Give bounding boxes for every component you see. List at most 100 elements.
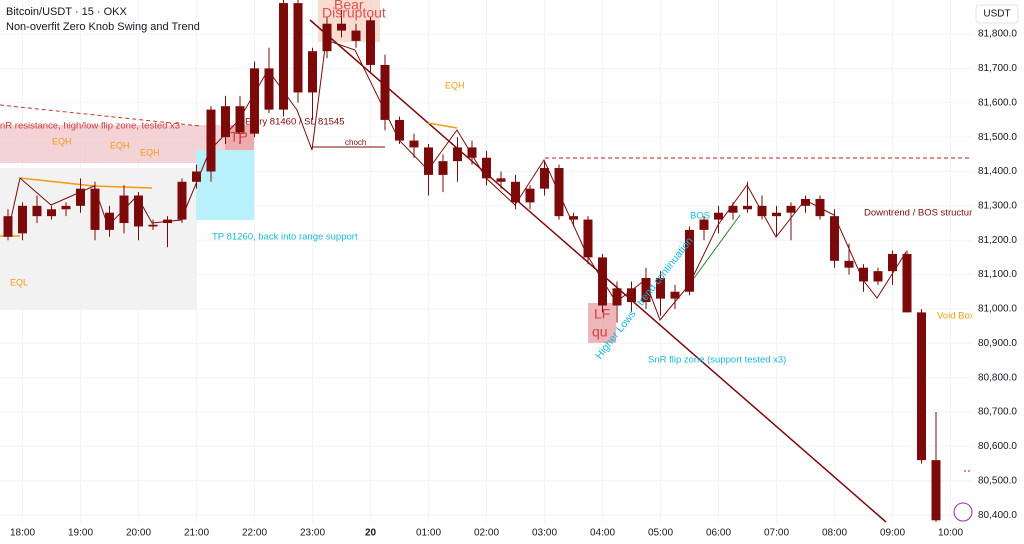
annotation: qu: [592, 324, 608, 340]
candle-body: [743, 205, 752, 210]
annotation: TP: [230, 129, 248, 145]
x-tick-label: 02:00: [474, 528, 499, 539]
candle-body: [467, 147, 477, 158]
y-tick-label: 80,800.0: [978, 372, 1017, 383]
candle-body: [424, 147, 433, 175]
candle-body: [163, 219, 172, 224]
candle-body: [786, 205, 796, 213]
annotation: choch: [345, 138, 366, 147]
y-tick-label: 81,300.0: [978, 200, 1017, 211]
candle-body: [453, 147, 462, 162]
candle-body: [221, 106, 230, 138]
x-tick-label: 22:00: [242, 528, 267, 539]
annotation: BOS: [690, 211, 710, 222]
x-tick-label: 07:00: [764, 528, 789, 539]
annotation: nR resistance, high/low flip zone, teste…: [0, 121, 180, 132]
x-tick-label: 20: [365, 528, 377, 539]
y-tick-label: 80,500.0: [978, 475, 1017, 486]
x-tick-label: 06:00: [706, 528, 731, 539]
annotation: Bear: [334, 0, 364, 13]
y-tick-label: 81,600.0: [978, 97, 1017, 108]
candle-body: [598, 257, 607, 306]
candle-body: [438, 161, 448, 175]
x-tick-label: 20:00: [126, 528, 151, 539]
annotation: EQH: [52, 136, 72, 146]
candle-body: [888, 253, 897, 272]
candle-body: [641, 278, 651, 303]
x-tick-label: 08:00: [822, 528, 847, 539]
candle-body: [525, 188, 535, 203]
candle-body: [815, 198, 825, 217]
candle-body: [322, 23, 332, 52]
candle-body: [931, 460, 941, 521]
y-tick-label: 81,000.0: [978, 304, 1017, 315]
candle-body: [279, 3, 288, 110]
annotation: LF: [594, 306, 610, 322]
x-tick-label: 05:00: [648, 528, 673, 539]
tp-zone: [196, 150, 254, 220]
candle-body: [482, 157, 491, 179]
candle-body: [105, 212, 114, 230]
annotation: Entry 81460 / SL 81545: [245, 117, 344, 128]
candle-body: [583, 219, 593, 258]
y-tick-label: 80,400.0: [978, 510, 1017, 521]
candle-body: [569, 216, 578, 220]
annotation: Disruptout: [322, 5, 386, 21]
annotation: Void Box: [937, 311, 975, 322]
candle-body: [76, 188, 85, 206]
candle-body: [148, 224, 158, 227]
candle-body: [830, 216, 839, 261]
candle-body: [714, 212, 723, 220]
candle-body: [308, 51, 317, 93]
y-tick-label: 80,700.0: [978, 407, 1017, 418]
price-axis: [972, 0, 1024, 544]
candle-body: [61, 205, 71, 210]
candle-body: [351, 30, 361, 41]
candle-body: [250, 68, 259, 134]
candle-body: [192, 171, 201, 182]
candle-body: [32, 205, 42, 217]
candle-body: [801, 198, 810, 206]
x-tick-label: 19:00: [68, 528, 93, 539]
candle-body: [685, 229, 694, 292]
x-tick-label: 09:00: [880, 528, 905, 539]
y-tick-label: 80,900.0: [978, 338, 1017, 349]
y-tick-label: 80,600.0: [978, 441, 1017, 452]
candle-body: [18, 205, 27, 234]
annotation: Downtrend / BOS structure: [864, 208, 978, 219]
candle-body: [366, 20, 375, 65]
candle-body: [554, 168, 564, 217]
candle-body: [395, 119, 404, 141]
eqh-line: [427, 122, 458, 129]
annotation: EQH: [445, 80, 465, 90]
candle-body: [409, 140, 419, 148]
logo[interactable]: [953, 502, 973, 522]
x-tick-label: 04:00: [590, 528, 615, 539]
candle-body: [844, 260, 854, 268]
annotation: EQH: [110, 140, 130, 150]
candle-body: [902, 253, 912, 313]
y-tick-label: 81,500.0: [978, 132, 1017, 143]
x-tick-label: 10:00: [938, 528, 963, 539]
x-tick-label: 03:00: [532, 528, 557, 539]
candle-body: [47, 209, 56, 217]
candle-body: [699, 219, 709, 230]
candle-body: [772, 212, 781, 217]
candle-body: [656, 278, 665, 299]
candle-body: [612, 288, 622, 306]
candle-body: [337, 23, 346, 31]
candle-body: [511, 181, 520, 203]
x-tick-label: 01:00: [416, 528, 441, 539]
candle-body: [3, 216, 13, 237]
candle-body: [90, 188, 100, 230]
candle-body: [496, 178, 506, 182]
y-tick-label: 81,200.0: [978, 235, 1017, 246]
candle-body: [859, 267, 868, 282]
x-tick-label: 18:00: [10, 528, 35, 539]
annotation: EQL: [10, 277, 28, 287]
candle-body: [134, 195, 143, 227]
y-tick-label: 81,700.0: [978, 63, 1017, 74]
y-tick-label: 81,800.0: [978, 29, 1017, 40]
chart-title: Bitcoin/USDT · 15 · OKX: [6, 6, 127, 18]
